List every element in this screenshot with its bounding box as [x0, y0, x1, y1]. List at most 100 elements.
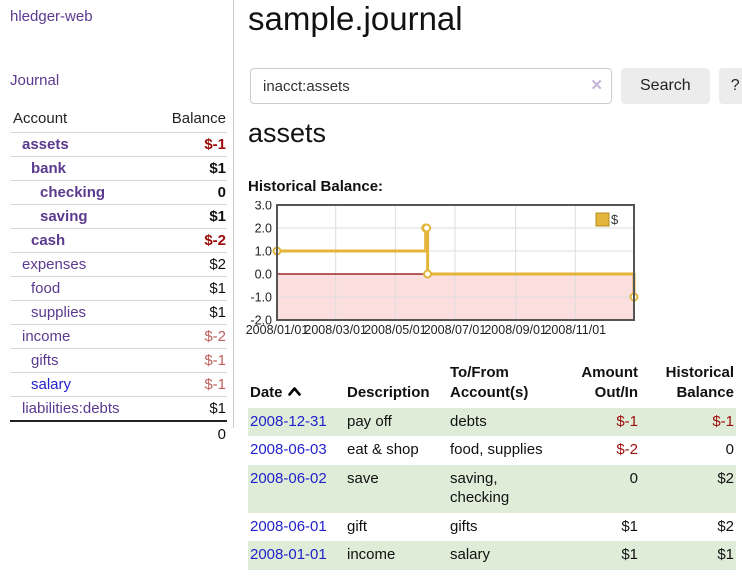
- sidebar-item-journal[interactable]: Journal: [10, 72, 60, 89]
- transaction-date-link[interactable]: 2008-06-02: [250, 470, 327, 488]
- account-row: salary $-1: [10, 372, 227, 397]
- data-point-marker: [423, 269, 433, 279]
- sort-ascending-icon: [287, 382, 301, 402]
- transaction-date-link[interactable]: 2008-06-01: [250, 517, 327, 535]
- transaction-row[interactable]: 2008-06-03 eat & shop food, supplies $-2 0: [248, 436, 736, 465]
- account-link[interactable]: assets: [22, 136, 69, 153]
- accounts-header-balance: Balance: [171, 110, 226, 127]
- column-header-date[interactable]: Date: [248, 361, 345, 408]
- account-row: assets $-1: [10, 132, 227, 157]
- account-link[interactable]: expenses: [22, 256, 87, 273]
- transaction-description: gift: [347, 517, 368, 535]
- y-tick-label: 1.0: [255, 245, 272, 259]
- account-balance: $1: [209, 160, 226, 177]
- column-header-account[interactable]: To/From Account(s): [450, 364, 529, 401]
- transaction-balance: $2: [717, 517, 734, 535]
- account-link[interactable]: cash: [31, 232, 66, 249]
- accounts-header-account: Account: [13, 110, 68, 127]
- account-row: checking 0: [10, 180, 227, 205]
- account-row: gifts $-1: [10, 348, 227, 373]
- search-input[interactable]: [250, 68, 612, 104]
- transaction-description: income: [347, 546, 396, 564]
- account-page-title: assets: [248, 118, 327, 148]
- account-balance: $-1: [204, 136, 226, 153]
- account-link[interactable]: gifts: [31, 352, 59, 369]
- transaction-date: 2008-06-02: [248, 465, 345, 513]
- account-balance: $-2: [204, 232, 226, 249]
- account-balance: $-1: [204, 376, 226, 393]
- page-title: sample.journal: [248, 0, 463, 37]
- accounts-header-row: Account Balance: [10, 106, 227, 133]
- account-balance: $1: [209, 304, 226, 321]
- column-header-description[interactable]: Description: [347, 383, 430, 401]
- transaction-row[interactable]: 2008-12-31 pay off debts $-1 $-1: [248, 407, 736, 437]
- account-link[interactable]: salary: [31, 376, 72, 393]
- account-row: expenses $2: [10, 252, 227, 277]
- transaction-date-link[interactable]: 2008-06-03: [250, 441, 327, 459]
- y-tick-label: 2.0: [255, 222, 272, 236]
- account-row: income $-2: [10, 324, 227, 349]
- account-link[interactable]: checking: [40, 184, 106, 201]
- x-tick-label: 2008/05/01: [364, 323, 427, 337]
- account-row: liabilities:debts $1: [10, 396, 227, 422]
- accounts-total-balance: 0: [217, 426, 226, 443]
- account-row: food $1: [10, 276, 227, 301]
- y-tick-label: -1.0: [250, 291, 272, 305]
- transaction-date-link[interactable]: 2008-01-01: [250, 546, 327, 564]
- transaction-amount: $-1: [616, 412, 638, 430]
- account-link[interactable]: supplies: [31, 304, 87, 321]
- transaction-row[interactable]: 2008-01-01 income salary $1 $1: [248, 541, 736, 571]
- transaction-balance: $-1: [712, 412, 734, 430]
- x-tick-label: 2008/07/01: [424, 323, 487, 337]
- clear-search-icon[interactable]: ✕: [590, 77, 603, 94]
- search-button[interactable]: Search: [621, 68, 710, 104]
- account-row: bank $1: [10, 156, 227, 181]
- transaction-amount: $1: [621, 517, 638, 535]
- transaction-amount: $-2: [616, 441, 638, 459]
- transaction-row[interactable]: 2008-06-02 save saving, checking 0 $2: [248, 465, 736, 513]
- transaction-accounts: debts: [450, 412, 487, 430]
- transaction-balance: $1: [717, 546, 734, 564]
- transaction-accounts: salary: [450, 546, 491, 564]
- sidebar: hledger-web Journal Account Balance asse…: [0, 0, 234, 443]
- transaction-row[interactable]: 2008-06-01 gift gifts $1 $2: [248, 513, 736, 542]
- legend-swatch: [595, 212, 610, 227]
- transaction-balance: 0: [725, 441, 734, 459]
- plot-border: [276, 204, 635, 321]
- account-balance: $2: [209, 256, 226, 273]
- search-form: ✕ Search ?: [250, 68, 742, 104]
- account-row: supplies $1: [10, 300, 227, 325]
- data-point-marker: [422, 223, 432, 233]
- account-link[interactable]: income: [22, 328, 71, 345]
- account-link[interactable]: saving: [40, 208, 88, 225]
- account-row: saving $1: [10, 204, 227, 229]
- x-tick-label: 2008/11/01: [544, 323, 606, 337]
- account-balance: $1: [209, 280, 226, 297]
- account-link[interactable]: food: [31, 280, 61, 297]
- x-tick-label: 2008/03/01: [304, 323, 367, 337]
- account-balance: $1: [209, 400, 226, 417]
- transaction-amount: $1: [621, 546, 638, 564]
- transaction-description: eat & shop: [347, 441, 419, 459]
- help-button[interactable]: ?: [718, 68, 742, 104]
- account-balance: $1: [209, 208, 226, 225]
- chart-title: Historical Balance:: [248, 178, 384, 195]
- account-link[interactable]: bank: [31, 160, 67, 177]
- column-header-amount[interactable]: Amount Out/In: [581, 364, 638, 401]
- account-balance: $-1: [204, 352, 226, 369]
- transaction-description: pay off: [347, 412, 392, 430]
- account-link[interactable]: liabilities:debts: [22, 400, 120, 417]
- app-title-link[interactable]: hledger-web: [10, 8, 93, 25]
- account-balance: 0: [217, 184, 226, 201]
- column-header-balance[interactable]: Historical Balance: [665, 364, 734, 401]
- transaction-date: 2008-12-31: [248, 408, 345, 437]
- y-tick-label: -2.0: [250, 314, 272, 328]
- transaction-date-link[interactable]: 2008-12-31: [250, 412, 327, 430]
- transaction-accounts: gifts: [450, 517, 478, 535]
- legend-label: $: [611, 212, 619, 227]
- transaction-date: 2008-06-03: [248, 436, 345, 465]
- y-tick-label: 0.0: [255, 268, 272, 282]
- historical-balance-chart: $3.0 2.0 1.0 0.0 -1.0 -2.02008/01/012008/03/0…: [246, 201, 639, 337]
- account-balance: $-2: [204, 328, 226, 345]
- accounts-total-row: 0: [10, 421, 227, 447]
